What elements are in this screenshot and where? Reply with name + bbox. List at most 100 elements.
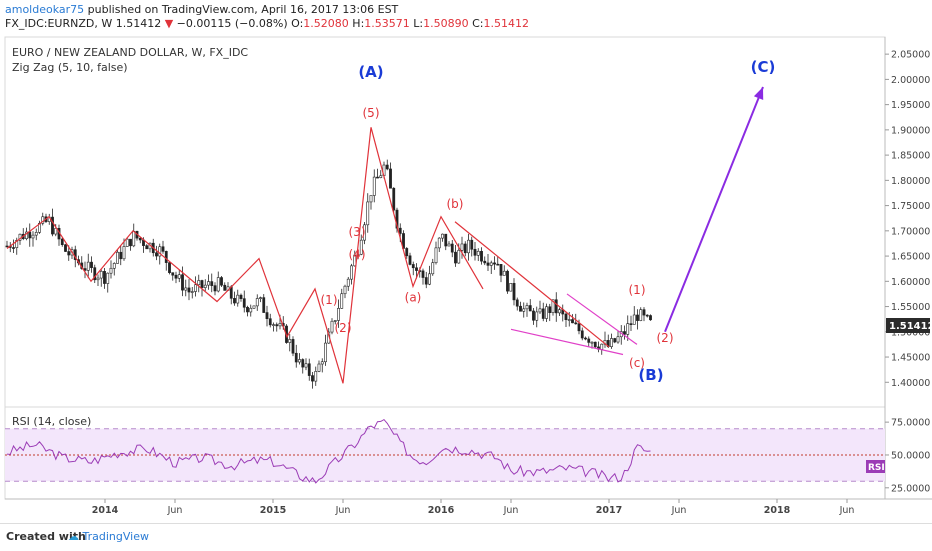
price-tick-label: 1.55000	[891, 302, 930, 313]
candle-body	[54, 228, 58, 235]
candle-body	[31, 234, 35, 239]
candle-body	[473, 248, 477, 256]
candle-body	[405, 248, 409, 257]
close-value: 1.51412	[483, 17, 530, 30]
candle-body	[311, 375, 314, 382]
candle-body	[587, 338, 591, 343]
price-change: −0.00115 (−0.08%)	[176, 17, 288, 30]
wave-label-major: (B)	[638, 366, 663, 384]
candle-body	[259, 297, 262, 299]
rsi-line	[6, 418, 651, 484]
candle-body	[116, 251, 119, 264]
candle-body	[86, 261, 90, 271]
candle-body	[25, 231, 28, 239]
time-tick-label: Jun	[503, 505, 519, 516]
main-pane-title: EURO / NEW ZEALAND DOLLAR, W, FX_IDC	[12, 46, 248, 59]
close-label: C:	[472, 17, 484, 30]
candle-body	[320, 361, 324, 365]
candle-body	[571, 319, 574, 324]
candle-body	[255, 298, 259, 307]
candle-body	[519, 305, 522, 312]
wedge-line	[510, 328, 624, 356]
candle-body	[447, 243, 451, 247]
candle-body	[265, 312, 269, 319]
candle-body	[395, 209, 399, 229]
candle-body	[122, 246, 126, 260]
wave-label-minor: (4)	[349, 248, 366, 262]
rsi-tick-label: 75.0000	[891, 418, 930, 429]
candle-body	[233, 298, 236, 304]
author-link[interactable]: amoldeokar75	[5, 3, 85, 16]
candle-body	[129, 238, 132, 247]
open-value: 1.52080	[303, 17, 349, 30]
price-tick-label: 1.85000	[891, 151, 930, 162]
candle-body	[324, 342, 327, 363]
candle-body	[610, 338, 613, 347]
candle-body	[515, 299, 519, 307]
candle-body	[593, 341, 597, 348]
candle-body	[551, 299, 555, 313]
candle-body	[223, 284, 227, 291]
time-tick-label: 2016	[428, 505, 455, 516]
cloud-icon: ☁	[68, 530, 79, 543]
candle-body	[187, 287, 191, 293]
candle-body	[207, 281, 210, 286]
footer-bar: Created with ☁ TradingView	[0, 523, 932, 551]
candle-body	[181, 274, 184, 291]
candle-body	[580, 330, 584, 339]
candle-body	[337, 308, 340, 321]
high-value: 1.53571	[364, 17, 410, 30]
rsi-badge-label: RSI	[868, 463, 885, 473]
candle-body	[236, 294, 240, 304]
price-tick-label: 1.70000	[891, 226, 930, 237]
candle-body	[574, 322, 578, 325]
candle-body	[239, 294, 243, 299]
projection-arrow-head	[753, 87, 764, 100]
candle-body	[51, 216, 54, 235]
price-tick-label: 1.75000	[891, 201, 930, 212]
candle-body	[158, 246, 162, 257]
candle-body	[64, 244, 67, 252]
wave-label-minor: (2)	[657, 331, 674, 345]
candle-body	[629, 323, 633, 325]
candle-body	[506, 270, 509, 292]
candle-body	[408, 255, 412, 265]
candle-body	[512, 283, 516, 301]
candle-body	[623, 331, 626, 335]
candle-body	[376, 176, 379, 179]
time-tick-label: Jun	[167, 505, 183, 516]
zigzag-line	[6, 127, 484, 384]
price-tick-label: 1.40000	[891, 378, 930, 389]
wave-label-minor: (b)	[447, 197, 464, 211]
candle-body	[203, 284, 207, 288]
candle-body	[350, 265, 353, 280]
chart-area[interactable]: 1.400001.450001.500001.550001.600001.650…	[0, 0, 932, 520]
candle-body	[268, 318, 272, 326]
candle-body	[379, 175, 383, 178]
candle-body	[642, 309, 646, 316]
rsi-pane-title[interactable]: RSI (14, close)	[12, 415, 91, 428]
zigzag-line	[454, 221, 610, 348]
candle-body	[262, 297, 266, 313]
candle-body	[15, 239, 19, 248]
candle-body	[564, 313, 568, 320]
candle-body	[145, 245, 149, 250]
candle-body	[548, 306, 552, 313]
candle-body	[486, 262, 490, 266]
candle-body	[480, 250, 483, 262]
last-price-badge	[886, 318, 930, 333]
candle-body	[499, 264, 503, 276]
zigzag-indicator-label[interactable]: Zig Zag (5, 10, false)	[12, 61, 128, 74]
candle-body	[155, 252, 158, 257]
candle-body	[467, 239, 470, 254]
candle-body	[177, 274, 181, 279]
candle-body	[291, 339, 295, 354]
price-tick-label: 1.65000	[891, 252, 930, 263]
candle-body	[168, 262, 171, 273]
candle-body	[502, 270, 506, 276]
candle-body	[161, 246, 165, 252]
rsi-tick-label: 50.0000	[891, 450, 930, 461]
candle-body	[272, 324, 275, 326]
price-tick-label: 2.00000	[891, 75, 930, 86]
tradingview-logo[interactable]: ☁ TradingView	[68, 530, 149, 543]
